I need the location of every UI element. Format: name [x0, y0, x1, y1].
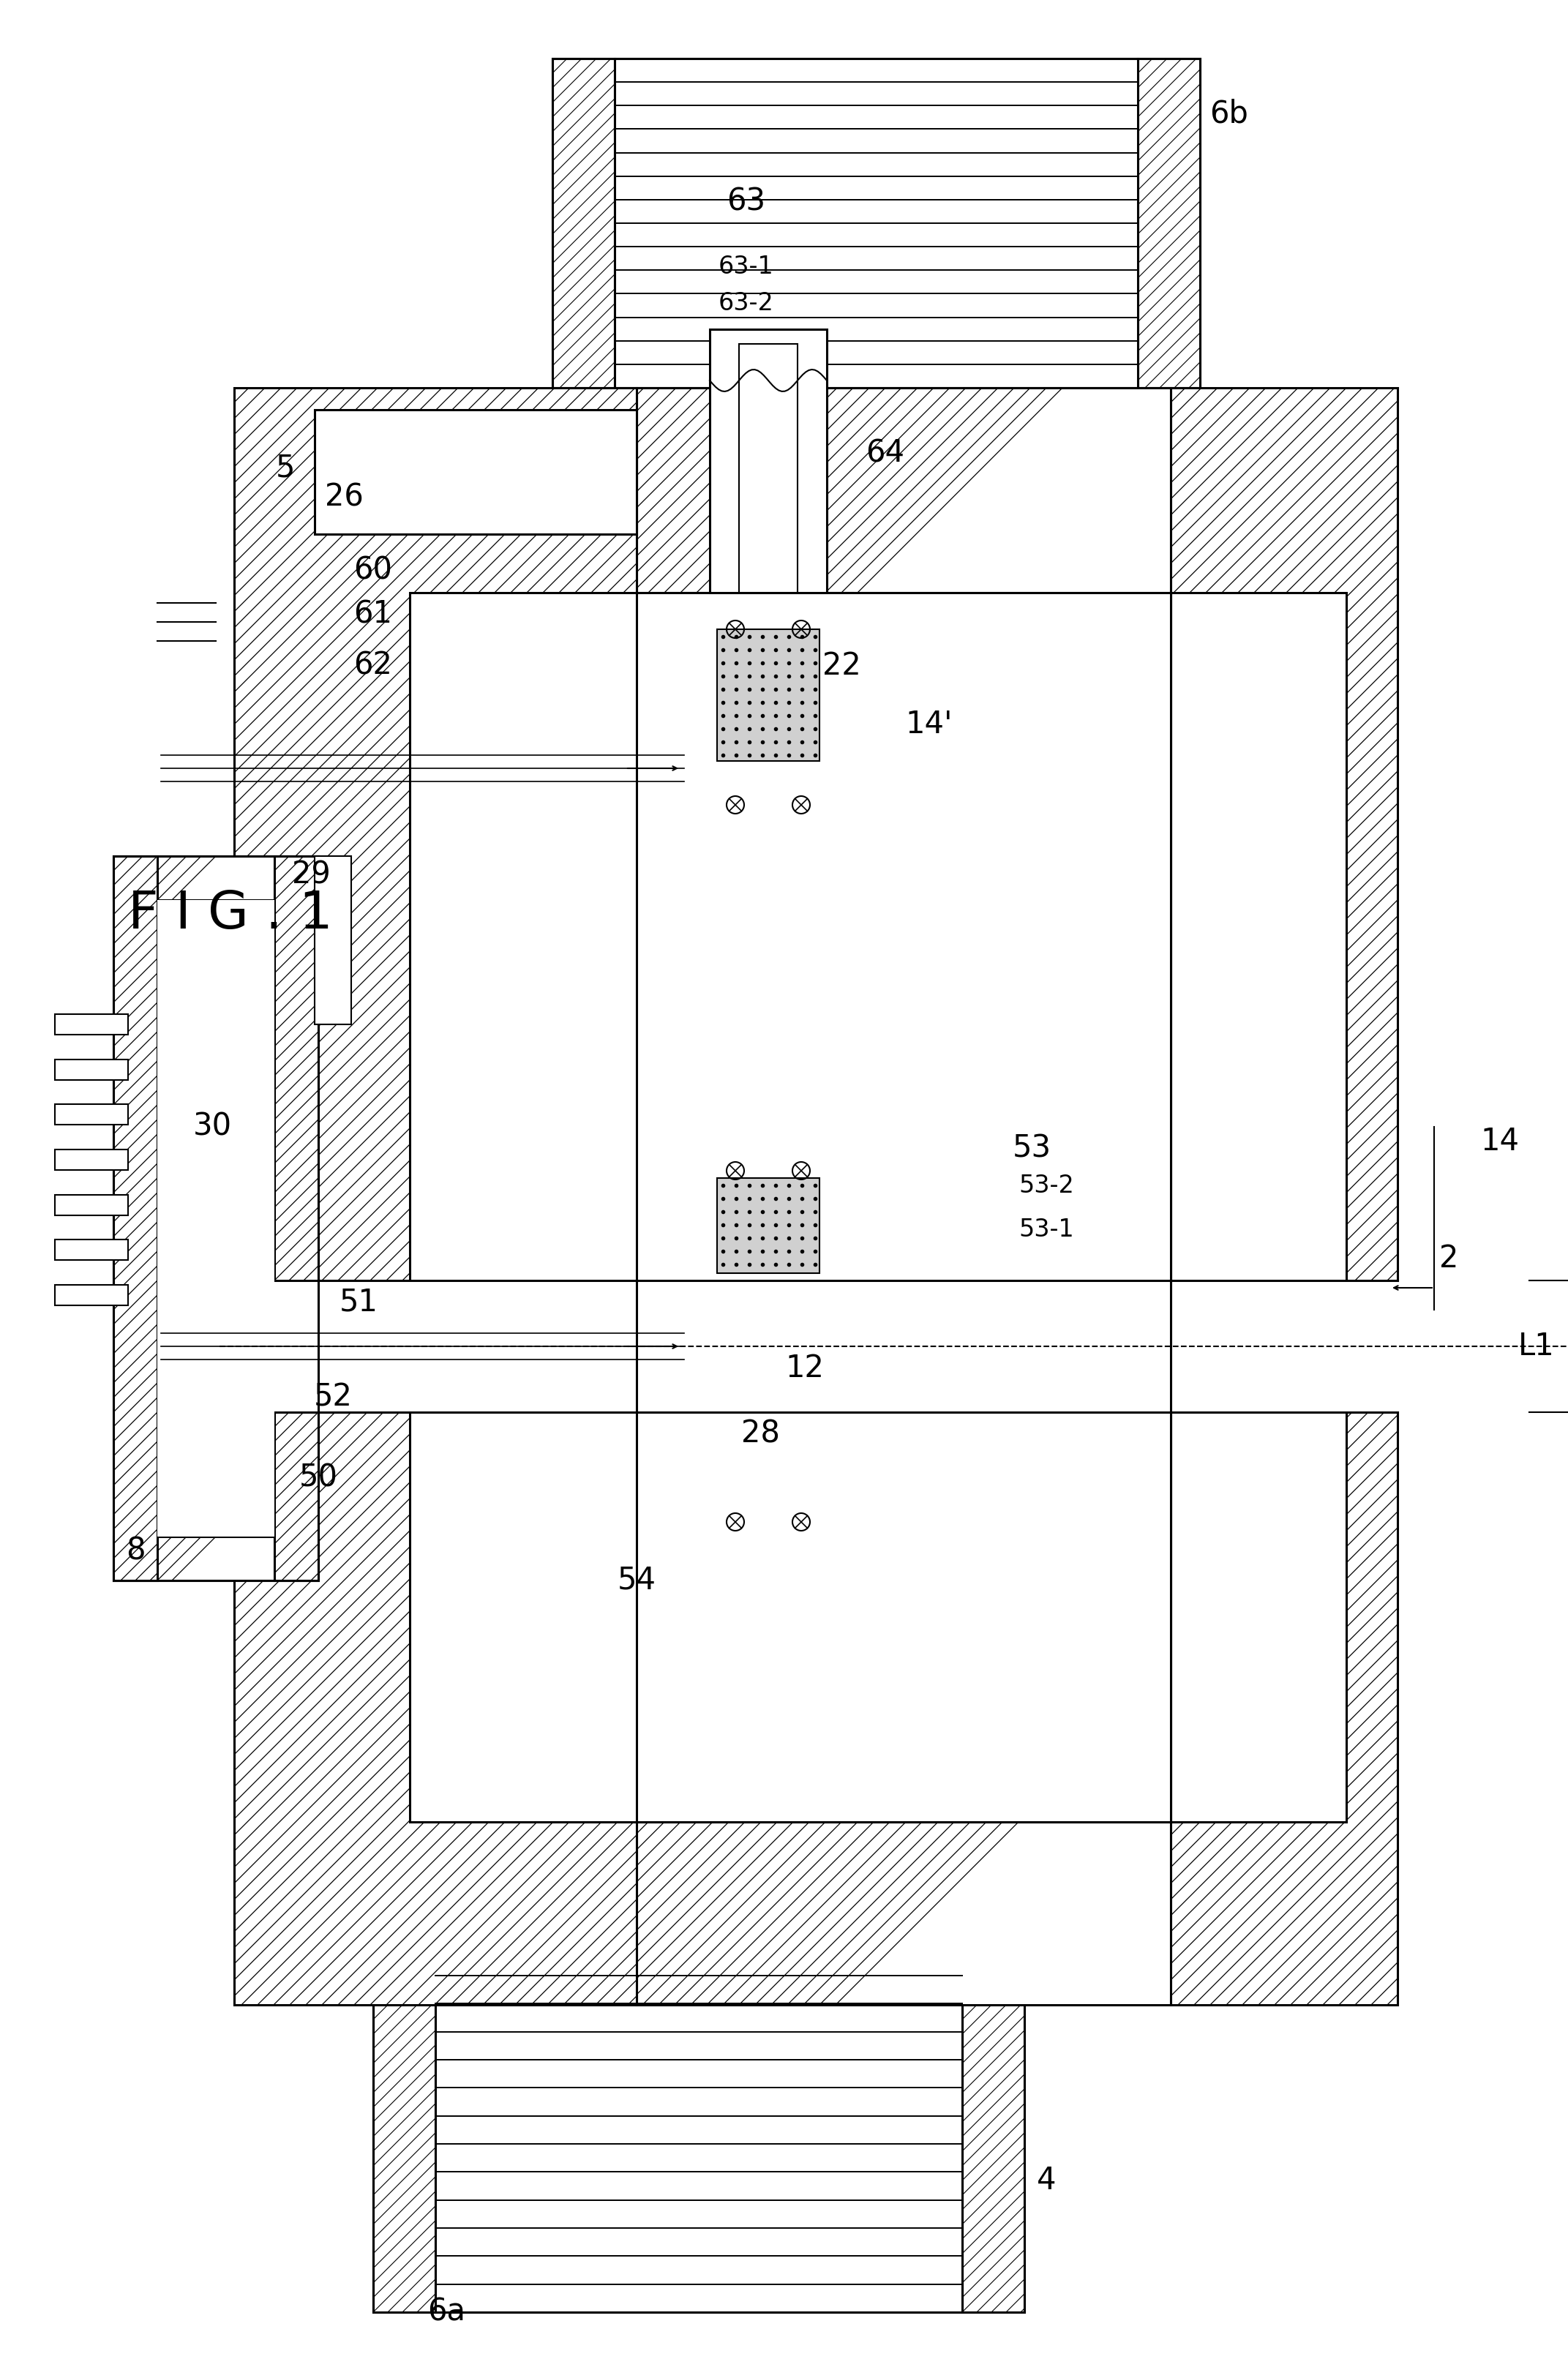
Text: 14': 14': [906, 710, 953, 741]
Text: 53-1: 53-1: [1019, 1217, 1074, 1241]
Text: 6b: 6b: [1210, 99, 1248, 130]
Text: 28: 28: [742, 1418, 781, 1448]
Polygon shape: [113, 1536, 318, 1581]
Polygon shape: [1171, 387, 1397, 2005]
Bar: [55, 1014, 129, 1036]
Text: 14: 14: [1480, 1125, 1519, 1156]
Text: 6a: 6a: [428, 2298, 466, 2328]
Bar: [55, 1194, 129, 1215]
Bar: [615, 59, 1138, 387]
Text: 22: 22: [822, 651, 861, 682]
Text: 52: 52: [314, 1382, 353, 1413]
Bar: [55, 1149, 129, 1170]
Text: 63: 63: [728, 186, 765, 217]
Text: 51: 51: [339, 1288, 378, 1319]
Polygon shape: [113, 856, 157, 1581]
Polygon shape: [234, 387, 637, 2005]
Text: 8: 8: [125, 1536, 146, 1566]
Polygon shape: [373, 1974, 436, 2312]
Polygon shape: [963, 1974, 1024, 2312]
Text: 53-2: 53-2: [1019, 1172, 1074, 1198]
Bar: [315, 856, 351, 1024]
Bar: [637, 592, 1171, 1821]
Text: 61: 61: [354, 599, 392, 630]
Bar: [315, 410, 637, 533]
Text: 30: 30: [193, 1111, 232, 1142]
Polygon shape: [274, 856, 318, 1581]
Text: 2: 2: [1439, 1243, 1458, 1274]
Text: 63-2: 63-2: [718, 293, 775, 316]
Polygon shape: [684, 1413, 853, 1543]
Polygon shape: [113, 856, 318, 901]
Text: 53: 53: [1013, 1132, 1051, 1163]
Text: 50: 50: [299, 1463, 337, 1493]
Polygon shape: [684, 592, 853, 842]
Bar: [55, 1286, 129, 1305]
Text: 26: 26: [325, 481, 364, 512]
Polygon shape: [637, 387, 1171, 592]
Text: 29: 29: [292, 859, 331, 889]
Text: L1: L1: [1518, 1330, 1555, 1361]
Text: 63-1: 63-1: [718, 255, 775, 278]
Polygon shape: [684, 1149, 853, 1281]
Text: 60: 60: [354, 554, 392, 585]
Text: F I G . 1: F I G . 1: [129, 889, 332, 939]
Bar: [739, 344, 798, 592]
Polygon shape: [637, 1821, 1171, 2005]
Polygon shape: [552, 59, 615, 387]
Bar: [234, 1281, 1397, 1413]
Text: 12: 12: [786, 1354, 825, 1385]
Text: 4: 4: [1036, 2166, 1055, 2196]
Bar: [55, 1059, 129, 1080]
Text: 54: 54: [618, 1564, 655, 1595]
Bar: [436, 1974, 963, 2312]
Bar: [717, 630, 820, 762]
Text: 5: 5: [276, 453, 295, 484]
Text: 64: 64: [866, 439, 905, 469]
Text: 62: 62: [354, 651, 392, 682]
Bar: [55, 1104, 129, 1125]
Bar: [157, 901, 274, 1536]
Bar: [55, 1241, 129, 1260]
Bar: [717, 1177, 820, 1274]
Bar: [710, 330, 826, 592]
Polygon shape: [1138, 59, 1200, 387]
